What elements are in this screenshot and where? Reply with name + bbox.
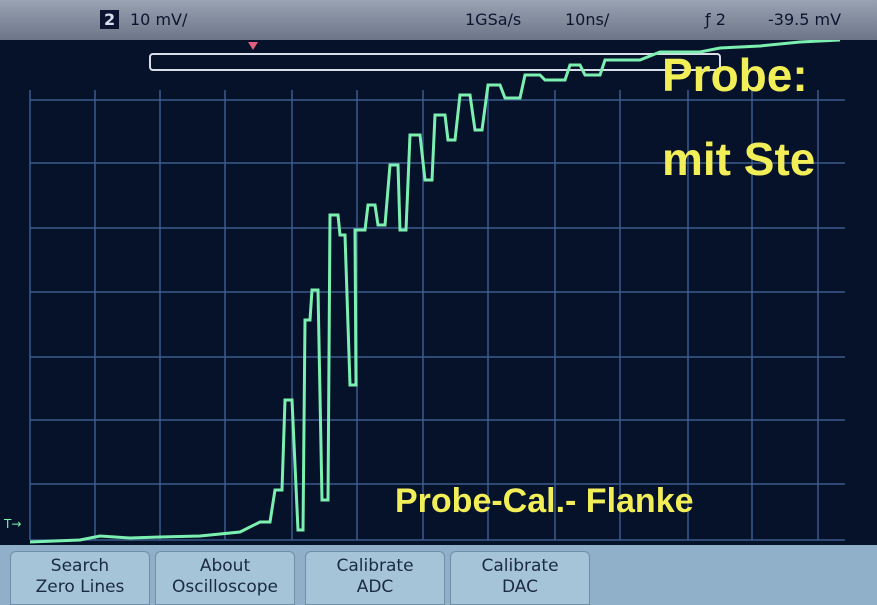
softkey-label: Calibrate [451, 556, 589, 577]
caption: Probe-Cal.- Flanke [395, 482, 694, 521]
trigger: ƒ 2 [705, 10, 726, 29]
softkey-label: Search [11, 556, 149, 577]
status-bar: 2 10 mV/ 1GSa/s 10ns/ ƒ 2 -39.5 mV [0, 0, 877, 40]
sample-rate: 1GSa/s [465, 10, 521, 29]
overlay-title-1: Probe: [662, 48, 808, 102]
scale: 10 mV/ [130, 10, 187, 29]
overlay-title-2: mit Ste [662, 132, 815, 186]
softkey-label: DAC [451, 577, 589, 598]
trigger-level: -39.5 mV [768, 10, 841, 29]
ground-marker: T→ [3, 517, 21, 531]
trigger-marker [248, 42, 258, 50]
softkey-label: Oscilloscope [156, 577, 294, 598]
softkey-label: Calibrate [306, 556, 444, 577]
waveform [30, 40, 840, 542]
graticule: T→ [0, 40, 877, 545]
graticule-area: T→ Probe: mit Ste Probe-Cal.- Flanke [0, 40, 877, 545]
memory-bar [150, 54, 720, 70]
softkey-label: About [156, 556, 294, 577]
channel: 2 [100, 10, 119, 29]
softkey-label: Zero Lines [11, 577, 149, 598]
timebase: 10ns/ [565, 10, 609, 29]
softkey-label: ADC [306, 577, 444, 598]
oscilloscope-screen: 2 10 mV/ 1GSa/s 10ns/ ƒ 2 -39.5 mV T→ Pr… [0, 0, 877, 605]
